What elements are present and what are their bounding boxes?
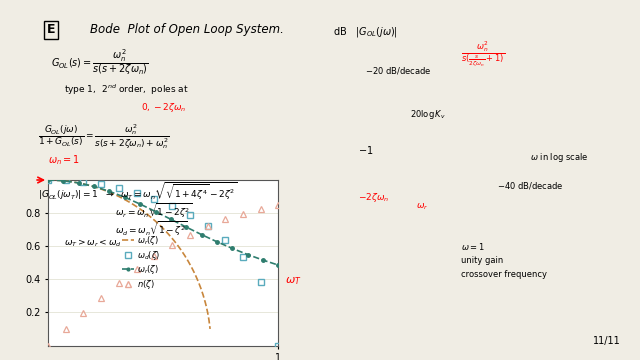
Text: dB   $|G_{OL}(j\omega)|$: dB $|G_{OL}(j\omega)|$ — [333, 25, 398, 39]
Text: $20 \log K_v$: $20 \log K_v$ — [410, 108, 445, 121]
Text: $\dfrac{G_{OL}(j\omega)}{1+G_{OL}(s)} = \dfrac{\omega_n^2}{s(s+2\zeta\omega_n)+\: $\dfrac{G_{OL}(j\omega)}{1+G_{OL}(s)} = … — [38, 122, 170, 151]
Text: E: E — [47, 23, 56, 36]
Text: $\omega_r$: $\omega_r$ — [416, 202, 429, 212]
Text: unity gain: unity gain — [461, 256, 503, 265]
Text: $|G_{OL}(j\omega_T)| = 1$  $\rightarrow$  $\omega_T = \omega_n\sqrt{\sqrt{1+4\ze: $|G_{OL}(j\omega_T)| = 1$ $\rightarrow$ … — [38, 180, 237, 202]
Text: $\omega_r = \omega_n\sqrt{1-2\zeta^2}$: $\omega_r = \omega_n\sqrt{1-2\zeta^2}$ — [115, 202, 193, 221]
Text: $-1$: $-1$ — [358, 144, 374, 156]
Text: $\omega_d = \omega_n\sqrt{1-\zeta^2}$: $\omega_d = \omega_n\sqrt{1-\zeta^2}$ — [115, 220, 188, 239]
Text: $-2\zeta\omega_n$: $-2\zeta\omega_n$ — [358, 191, 390, 204]
Text: crossover frequency: crossover frequency — [461, 270, 547, 279]
Text: type 1,  $2^{nd}$ order,  poles at: type 1, $2^{nd}$ order, poles at — [64, 83, 189, 97]
Text: $\omega_n = 1$: $\omega_n = 1$ — [48, 154, 80, 167]
Text: $\omega$ in log scale: $\omega$ in log scale — [530, 151, 589, 164]
Text: $\omega_T > \omega_r < \omega_d$: $\omega_T > \omega_r < \omega_d$ — [64, 238, 122, 249]
Text: $\dfrac{\omega_n^2}{s(\frac{s}{2\zeta\omega_n}+1)}$: $\dfrac{\omega_n^2}{s(\frac{s}{2\zeta\om… — [461, 40, 505, 69]
Text: Bode  Plot of Open Loop System.: Bode Plot of Open Loop System. — [90, 23, 284, 36]
Text: $0, -2\zeta\omega_n$: $0, -2\zeta\omega_n$ — [141, 101, 186, 114]
Legend: $\omega_r(\zeta)$, $\omega_d(\zeta)$, $\omega_r(\zeta)$, $n(\zeta)$: $\omega_r(\zeta)$, $\omega_d(\zeta)$, $\… — [118, 230, 164, 294]
Text: $-40$ dB/decade: $-40$ dB/decade — [497, 180, 563, 191]
Text: $\omega = 1$: $\omega = 1$ — [461, 241, 484, 252]
Text: $G_{OL}(s) = \dfrac{\omega_n^2}{s(s+2\zeta\omega_n)}$: $G_{OL}(s) = \dfrac{\omega_n^2}{s(s+2\ze… — [51, 47, 149, 77]
Text: $-20$ dB/decade: $-20$ dB/decade — [365, 65, 431, 76]
Text: 11/11: 11/11 — [593, 336, 621, 346]
Text: $\omega_T$: $\omega_T$ — [285, 275, 301, 287]
